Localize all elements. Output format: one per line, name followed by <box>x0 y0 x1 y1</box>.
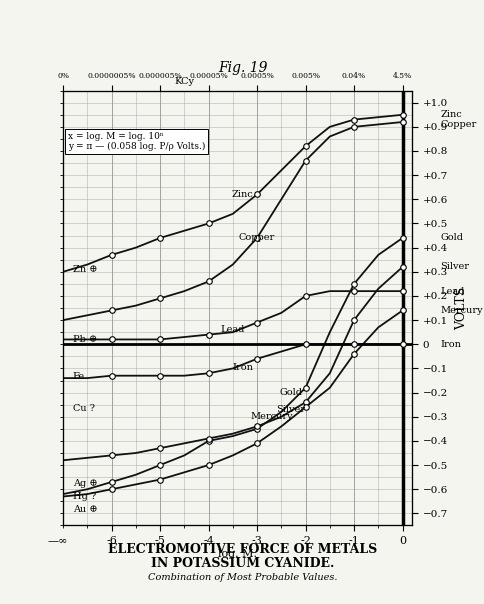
Text: Mercury: Mercury <box>439 306 482 315</box>
Text: Zinc: Zinc <box>231 190 253 199</box>
Text: Mercury: Mercury <box>250 413 292 421</box>
Text: Silver: Silver <box>276 405 305 414</box>
Text: Au ⊕: Au ⊕ <box>73 506 97 514</box>
Text: ELECTROMOTIVE FORCE OF METALS: ELECTROMOTIVE FORCE OF METALS <box>107 542 377 556</box>
Text: Pb ⊕: Pb ⊕ <box>73 335 97 344</box>
Y-axis label: VOLTS: VOLTS <box>454 286 467 330</box>
Text: Zinc: Zinc <box>439 111 461 119</box>
Text: Hg ?: Hg ? <box>73 492 96 501</box>
Text: —∞: —∞ <box>48 535 68 545</box>
Text: KCy: KCy <box>174 77 195 86</box>
Text: Combination of Most Probable Values.: Combination of Most Probable Values. <box>148 573 336 582</box>
X-axis label: log. M.: log. M. <box>218 548 257 559</box>
Text: IN POTASSIUM CYANIDE.: IN POTASSIUM CYANIDE. <box>151 556 333 570</box>
Text: Copper: Copper <box>439 120 475 129</box>
Text: Silver: Silver <box>439 263 468 271</box>
Text: Copper: Copper <box>239 234 274 242</box>
Text: Lead: Lead <box>439 287 464 295</box>
Text: Fig. 19: Fig. 19 <box>217 62 267 76</box>
Text: x = log. M = log. 10ⁿ
y = π — (0.058 log. P/ρ Volts.): x = log. M = log. 10ⁿ y = π — (0.058 log… <box>68 132 205 151</box>
Text: Fe: Fe <box>73 373 85 381</box>
Text: Cu ?: Cu ? <box>73 404 94 413</box>
Text: Lead: Lead <box>220 326 244 334</box>
Text: Gold: Gold <box>439 234 462 242</box>
Text: Gold: Gold <box>279 388 302 397</box>
Text: Zn ⊕: Zn ⊕ <box>73 265 97 274</box>
Text: Iron: Iron <box>439 340 460 349</box>
Text: Ag ⊕: Ag ⊕ <box>73 479 97 487</box>
Text: Iron: Iron <box>231 363 253 371</box>
